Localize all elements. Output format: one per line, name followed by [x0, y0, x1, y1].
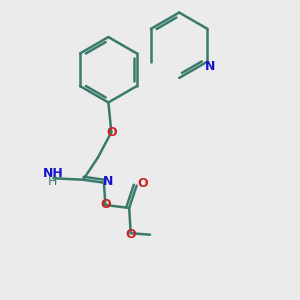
- Text: N: N: [205, 60, 215, 74]
- Text: O: O: [106, 126, 117, 139]
- Text: O: O: [100, 199, 111, 212]
- Text: O: O: [125, 228, 136, 241]
- Text: O: O: [138, 177, 148, 190]
- Text: N: N: [103, 175, 114, 188]
- Text: H: H: [48, 175, 58, 188]
- Text: NH: NH: [42, 167, 63, 180]
